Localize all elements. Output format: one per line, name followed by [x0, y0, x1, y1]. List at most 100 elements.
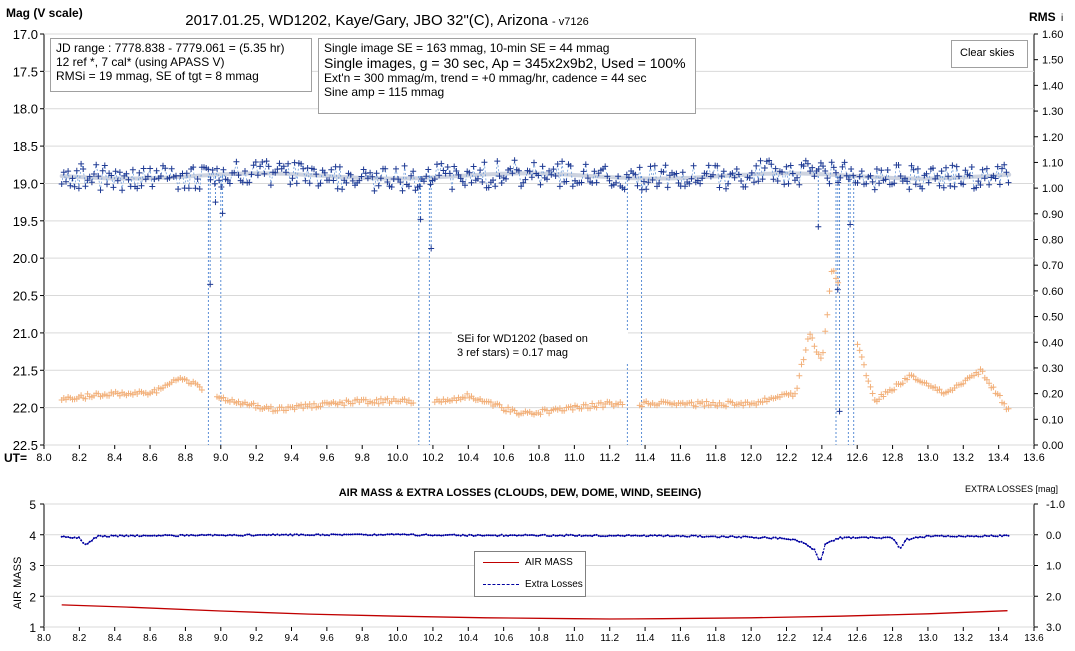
dip-point: [815, 223, 822, 230]
extra-losses-point: [824, 543, 827, 546]
y-tick-label: 21.5: [13, 363, 38, 378]
target-point: [625, 174, 632, 181]
extra-losses-point: [319, 534, 322, 537]
target-point: [220, 166, 227, 173]
bottom-chart-title: AIR MASS & EXTRA LOSSES (CLOUDS, DEW, DO…: [339, 487, 702, 499]
target-point: [347, 171, 354, 178]
target-point: [973, 184, 980, 191]
extra-losses-point: [791, 538, 794, 541]
extra-losses-point: [794, 538, 796, 541]
extra-losses-point: [800, 540, 803, 543]
target-point: [218, 184, 225, 190]
target-point: [673, 170, 680, 177]
bottom-y-tick-label: 1: [29, 621, 36, 635]
rms-point: [153, 389, 160, 396]
rms-point: [865, 378, 872, 385]
extra-losses-point: [832, 539, 835, 542]
extra-losses-point: [252, 534, 255, 537]
rms-point: [341, 402, 348, 409]
y2-tick-label: 0.60: [1042, 286, 1063, 298]
target-point: [919, 185, 926, 192]
rms-point: [800, 356, 807, 363]
extra-losses-point: [461, 533, 464, 536]
extra-losses-point: [658, 534, 661, 537]
extra-losses-point: [377, 533, 380, 536]
rms-point: [487, 399, 494, 406]
target-point: [675, 180, 682, 186]
rms-point: [82, 395, 89, 402]
rms-point: [863, 372, 870, 379]
target-point: [147, 165, 154, 172]
target-point: [602, 163, 609, 170]
target-point: [850, 172, 857, 179]
extra-losses-point: [546, 534, 548, 537]
extra-losses-point: [248, 533, 251, 536]
extra-losses-point: [106, 535, 108, 538]
extra-losses-point: [67, 536, 70, 538]
target-point: [231, 169, 238, 176]
extra-losses-point: [84, 543, 87, 546]
extra-losses-point: [207, 533, 210, 536]
target-point: [751, 179, 757, 186]
extra-losses-point: [638, 534, 641, 537]
target-point: [925, 179, 932, 186]
extra-losses-point: [627, 534, 630, 536]
bottom-x-tick-label: 9.6: [320, 633, 334, 644]
target-point: [252, 159, 259, 165]
bottom-x-tick-label: 11.2: [600, 633, 619, 644]
target-point: [283, 169, 289, 176]
extra-losses-point: [535, 534, 538, 537]
y-tick-label: 19.5: [13, 214, 38, 229]
rms-point: [106, 392, 113, 399]
extra-losses-point: [455, 534, 458, 537]
target-point: [185, 185, 192, 192]
extra-losses-point: [677, 534, 680, 537]
extra-losses-point: [619, 534, 622, 537]
extra-losses-point: [146, 534, 149, 537]
extra-losses-point: [414, 534, 417, 537]
extra-losses-point: [880, 537, 883, 540]
extra-losses-point: [362, 533, 365, 536]
target-point: [759, 176, 766, 183]
extra-losses-point: [942, 535, 945, 538]
extra-losses-point: [835, 537, 837, 540]
target-point: [449, 186, 456, 193]
extra-losses-point: [977, 535, 980, 538]
extra-losses-point: [537, 534, 540, 537]
target-point: [123, 170, 130, 177]
extra-losses-point: [761, 536, 764, 539]
target-point: [168, 165, 175, 172]
x-tick-label: 8.2: [72, 452, 87, 464]
extra-losses-point: [399, 533, 402, 536]
extra-losses-point: [211, 534, 214, 537]
rms-point: [820, 349, 826, 356]
target-point: [930, 165, 936, 172]
target-point: [194, 176, 201, 182]
extra-losses-point: [621, 534, 624, 537]
target-point: [259, 159, 266, 165]
rms-point: [830, 267, 837, 274]
extra-losses-point: [140, 535, 143, 538]
target-point: [882, 176, 889, 183]
rms-point: [979, 368, 986, 375]
extra-losses-point: [144, 534, 147, 537]
target-point: [856, 173, 863, 180]
target-point: [686, 180, 693, 187]
target-point: [99, 167, 106, 174]
extra-losses-point: [528, 534, 531, 537]
target-point: [824, 175, 831, 182]
x-tick-label: 10.8: [528, 452, 549, 464]
target-point: [914, 165, 921, 172]
extra-losses-point: [313, 534, 315, 537]
extra-losses-point: [459, 534, 462, 537]
extra-losses-point: [964, 535, 967, 538]
extra-losses-point: [854, 537, 857, 539]
target-point: [643, 186, 650, 193]
rms-point: [254, 402, 261, 409]
x-tick-label: 11.6: [670, 452, 691, 464]
target-point: [651, 162, 658, 169]
target-point: [58, 181, 65, 187]
rms-point: [198, 387, 205, 393]
target-point: [239, 179, 246, 186]
rms-point: [759, 399, 766, 406]
